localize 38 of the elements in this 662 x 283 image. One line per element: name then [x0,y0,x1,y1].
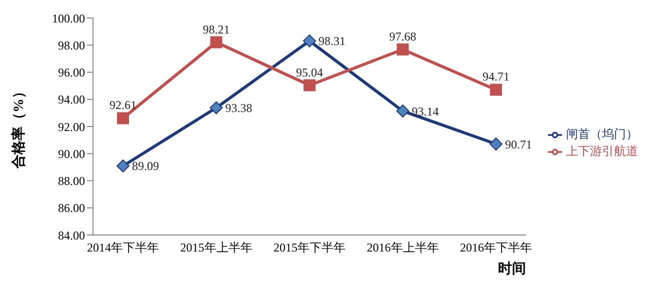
point [303,34,316,48]
y-tick-label: 100.00 [52,11,85,26]
y-tick-label: 88.00 [58,174,85,188]
y-tick-label: 86.00 [58,201,85,216]
y-tick-label: 92.00 [58,120,85,134]
point [396,43,409,56]
point [396,104,410,118]
point [304,79,316,92]
y-tick-label: 94.00 [58,92,85,107]
data-label: 90.71 [505,137,532,152]
data-label: 93.38 [225,101,252,116]
x-tick-label: 2015年上半年 [180,240,252,255]
y-tick-label: 90.00 [58,146,85,161]
x-tick-label: 2016年上半年 [366,240,439,255]
legend-label: 闸首（坞门） [566,127,638,141]
point [490,137,502,150]
x-tick-label: 2014年下半年 [87,240,159,255]
legend-label: 上下游引航道 [566,144,638,158]
point [210,36,222,48]
x-tick-label: 2015年下半年 [274,240,346,255]
data-label: 94.71 [482,70,510,84]
y-axis-title: 合格率（%） [10,84,27,170]
point [490,84,502,96]
data-label: 89.09 [132,159,159,174]
x-axis-title: 时间 [498,261,526,277]
x-tick-label: 2016年下半年 [460,240,532,255]
y-tick-label: 96.00 [58,66,85,80]
point [117,112,129,124]
y-tick-label: 84.00 [58,228,85,242]
point [116,159,130,172]
data-label: 93.14 [412,104,439,118]
point [210,101,223,114]
y-tick-label: 98.00 [58,38,85,52]
data-label: 95.04 [296,65,323,80]
data-label: 92.61 [110,98,136,112]
data-label: 98.31 [318,34,346,48]
data-label: 98.21 [202,22,230,36]
data-label: 97.68 [389,29,416,44]
